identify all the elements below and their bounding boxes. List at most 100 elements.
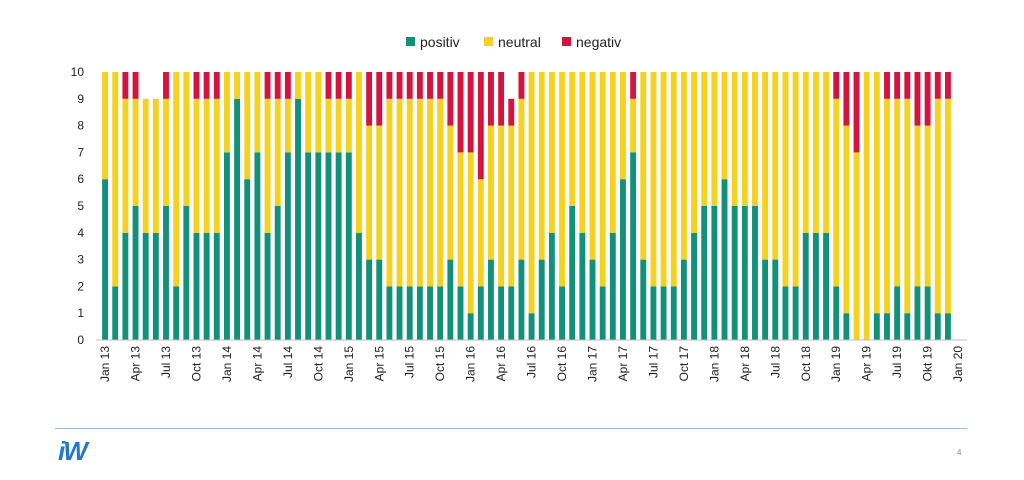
y-tick-label: 10 xyxy=(71,65,85,79)
bar-segment-positiv xyxy=(589,259,596,340)
bar-segment-neutral xyxy=(274,98,281,206)
bar-segment-negativ xyxy=(427,72,433,99)
bar-segment-positiv xyxy=(203,232,210,340)
bar-segment-neutral xyxy=(802,72,809,233)
x-tick-label: Oct 16 xyxy=(555,346,569,382)
y-tick-label: 9 xyxy=(77,92,84,106)
bar-segment-neutral xyxy=(122,98,129,233)
y-tick-label: 1 xyxy=(77,306,84,320)
bar-segment-neutral xyxy=(173,72,180,287)
bar-segment-positiv xyxy=(386,286,393,340)
bar-segment-positiv xyxy=(295,98,301,340)
bar-segment-neutral xyxy=(579,72,586,233)
bar-segment-positiv xyxy=(102,179,109,340)
bar-segment-neutral xyxy=(112,72,119,287)
bar-segment-neutral xyxy=(315,72,322,153)
bar-segment-positiv xyxy=(741,206,748,340)
x-tick-label: Jul 18 xyxy=(768,346,782,378)
bar-segment-positiv xyxy=(934,313,941,340)
bar-segment-negativ xyxy=(437,72,444,99)
bar-segment-neutral xyxy=(650,72,657,287)
bar-segment-neutral xyxy=(782,72,789,287)
bar-segment-positiv xyxy=(366,259,373,340)
bar-segment-neutral xyxy=(752,72,758,206)
bar-segment-negativ xyxy=(325,72,332,99)
bar-group xyxy=(102,72,951,340)
x-tick-label: Jan 17 xyxy=(586,346,600,382)
bar-segment-positiv xyxy=(437,286,444,340)
bar-segment-positiv xyxy=(762,259,769,340)
bar-segment-positiv xyxy=(548,232,555,340)
bar-segment-neutral xyxy=(731,72,738,206)
bar-segment-neutral xyxy=(873,72,880,314)
x-tick-label: Jul 16 xyxy=(525,346,539,378)
bar-segment-neutral xyxy=(843,125,850,314)
bar-segment-neutral xyxy=(630,98,637,153)
bar-segment-negativ xyxy=(924,72,931,126)
bar-segment-negativ xyxy=(904,72,911,99)
bar-segment-neutral xyxy=(254,72,261,153)
bar-segment-positiv xyxy=(660,286,667,340)
legend-label-negativ: negativ xyxy=(576,34,621,50)
bar-segment-neutral xyxy=(467,152,474,314)
bar-segment-positiv xyxy=(193,232,200,340)
bar-segment-neutral xyxy=(620,72,626,180)
bar-segment-positiv xyxy=(223,152,230,340)
bar-segment-positiv xyxy=(335,152,342,340)
bar-segment-neutral xyxy=(264,98,271,233)
bar-segment-positiv xyxy=(894,286,901,340)
bar-segment-positiv xyxy=(701,206,708,340)
y-tick-label: 0 xyxy=(77,333,84,347)
bar-segment-negativ xyxy=(477,72,484,180)
bar-segment-neutral xyxy=(833,98,840,287)
bar-segment-positiv xyxy=(274,206,281,340)
bar-segment-positiv xyxy=(711,206,718,340)
bar-segment-positiv xyxy=(315,152,322,340)
bar-segment-positiv xyxy=(670,286,677,340)
bar-segment-positiv xyxy=(447,259,454,340)
y-tick-label: 6 xyxy=(77,172,84,186)
bar-segment-positiv xyxy=(498,286,505,340)
bar-segment-positiv xyxy=(579,232,586,340)
bar-segment-positiv xyxy=(345,152,352,340)
bar-segment-neutral xyxy=(884,98,890,314)
bar-segment-positiv xyxy=(264,232,271,340)
bar-segment-positiv xyxy=(213,232,220,340)
bar-segment-negativ xyxy=(132,72,139,99)
chart-legend: positiv neutral negativ xyxy=(406,34,621,50)
bar-segment-positiv xyxy=(944,313,951,340)
x-tick-label: Apr 14 xyxy=(250,346,264,382)
bar-segment-neutral xyxy=(437,98,444,287)
bar-segment-neutral xyxy=(924,125,931,287)
bar-segment-negativ xyxy=(934,72,941,99)
bar-segment-positiv xyxy=(457,286,464,340)
bar-segment-neutral xyxy=(863,72,870,340)
bar-segment-neutral xyxy=(386,98,393,287)
bar-segment-positiv xyxy=(569,206,576,340)
bar-segment-positiv xyxy=(234,98,241,340)
bar-segment-positiv xyxy=(284,152,291,340)
bar-segment-positiv xyxy=(833,286,840,340)
bar-segment-positiv xyxy=(132,206,139,340)
x-tick-label: Oct 18 xyxy=(799,346,813,382)
bar-segment-negativ xyxy=(396,72,403,99)
bar-segment-positiv xyxy=(173,286,180,340)
x-tick-label: Jan 16 xyxy=(464,346,478,382)
x-tick-label: Jan 20 xyxy=(951,346,965,382)
bar-segment-neutral xyxy=(498,125,505,287)
x-tick-label: Jan 15 xyxy=(342,346,356,382)
iw-logo: iW xyxy=(58,436,88,466)
bar-segment-negativ xyxy=(386,72,393,99)
bar-segment-neutral xyxy=(305,72,312,153)
bar-segment-neutral xyxy=(488,125,494,260)
bar-segment-positiv xyxy=(244,179,251,340)
y-tick-label: 4 xyxy=(77,226,84,240)
bar-segment-negativ xyxy=(853,72,860,153)
bar-segment-positiv xyxy=(873,313,880,340)
bar-segment-negativ xyxy=(884,72,890,99)
x-tick-label: Jan 14 xyxy=(220,346,234,382)
bar-segment-neutral xyxy=(457,152,464,287)
bar-segment-neutral xyxy=(904,98,911,314)
bar-segment-positiv xyxy=(142,232,149,340)
bar-segment-neutral xyxy=(599,72,606,287)
